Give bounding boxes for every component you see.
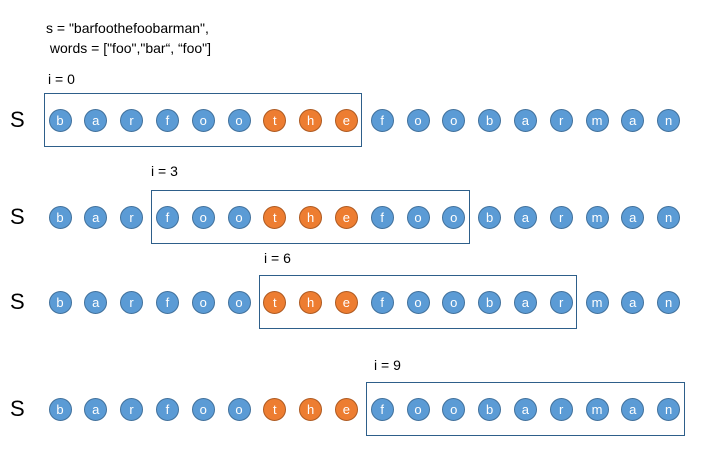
char-circle: a	[84, 290, 108, 314]
char-circle: a	[621, 108, 645, 132]
char-circle: a	[513, 290, 537, 314]
sliding-window-box	[258, 275, 578, 329]
char-circle: b	[478, 108, 502, 132]
sliding-window-box	[151, 190, 470, 244]
char-circle: o	[191, 397, 215, 421]
char-circle: o	[227, 290, 251, 314]
char-circle: o	[406, 108, 430, 132]
char-circle: o	[191, 205, 215, 229]
char-circle: f	[155, 290, 179, 314]
string-s-label: S	[10, 396, 25, 421]
char-circle: r	[549, 397, 573, 421]
char-circle: r	[120, 397, 144, 421]
index-label: i = 6	[264, 250, 291, 266]
char-circle: n	[657, 397, 681, 421]
char-circle: f	[370, 205, 394, 229]
char-circle: o	[406, 290, 430, 314]
char-circle: n	[657, 290, 681, 314]
sliding-window-box	[44, 93, 363, 147]
char-circle: e	[334, 397, 358, 421]
char-circle: o	[442, 397, 466, 421]
char-circle: e	[334, 290, 358, 314]
char-circle: b	[478, 205, 502, 229]
string-s-label: S	[10, 204, 25, 229]
char-circle: b	[48, 108, 72, 132]
char-circle: a	[84, 397, 108, 421]
char-circle: b	[478, 397, 502, 421]
string-s-label: S	[10, 107, 25, 132]
index-label: i = 9	[374, 357, 401, 373]
char-circle: n	[657, 108, 681, 132]
char-circle: m	[585, 205, 609, 229]
char-circle: o	[442, 108, 466, 132]
char-circle: f	[155, 108, 179, 132]
char-circle: f	[370, 290, 394, 314]
char-circle: o	[406, 205, 430, 229]
char-circle: r	[120, 290, 144, 314]
char-circle: o	[227, 397, 251, 421]
char-circle: a	[621, 290, 645, 314]
char-circle: m	[585, 397, 609, 421]
char-circle: r	[549, 290, 573, 314]
char-circle: a	[513, 397, 537, 421]
index-label: i = 0	[48, 71, 75, 87]
char-circle: a	[84, 205, 108, 229]
char-circle: m	[585, 108, 609, 132]
char-circle: t	[263, 397, 287, 421]
char-circle: o	[191, 108, 215, 132]
sliding-window-box	[366, 382, 685, 436]
char-circle: h	[299, 290, 323, 314]
char-circle: r	[549, 205, 573, 229]
char-circle: b	[478, 290, 502, 314]
char-circle: a	[513, 205, 537, 229]
char-circle: b	[48, 205, 72, 229]
char-circle: t	[263, 290, 287, 314]
char-circle: a	[513, 108, 537, 132]
char-circle: t	[263, 108, 287, 132]
string-s-label: S	[10, 289, 25, 314]
char-circle: e	[334, 108, 358, 132]
char-circle: h	[299, 108, 323, 132]
char-circle: o	[406, 397, 430, 421]
char-circle: m	[585, 290, 609, 314]
char-circle: o	[442, 290, 466, 314]
char-circle: f	[370, 108, 394, 132]
char-circle: h	[299, 205, 323, 229]
char-circle: t	[263, 205, 287, 229]
char-circle: n	[657, 205, 681, 229]
char-circle: b	[48, 290, 72, 314]
char-circle: o	[227, 205, 251, 229]
char-circle: f	[155, 205, 179, 229]
char-circle: r	[549, 108, 573, 132]
char-circle: r	[120, 108, 144, 132]
char-circle: e	[334, 205, 358, 229]
char-circle: f	[370, 397, 394, 421]
char-circle: o	[191, 290, 215, 314]
index-label: i = 3	[151, 163, 178, 179]
char-circle: h	[299, 397, 323, 421]
char-circle: o	[442, 205, 466, 229]
char-circle: a	[621, 205, 645, 229]
header-words-line: words = ["foo","bar“, “foo"]	[46, 40, 211, 56]
char-circle: o	[227, 108, 251, 132]
char-circle: a	[84, 108, 108, 132]
char-circle: f	[155, 397, 179, 421]
char-circle: a	[621, 397, 645, 421]
header-string-line: s = "barfoothefoobarman",	[46, 20, 209, 36]
char-circle: b	[48, 397, 72, 421]
char-circle: r	[120, 205, 144, 229]
